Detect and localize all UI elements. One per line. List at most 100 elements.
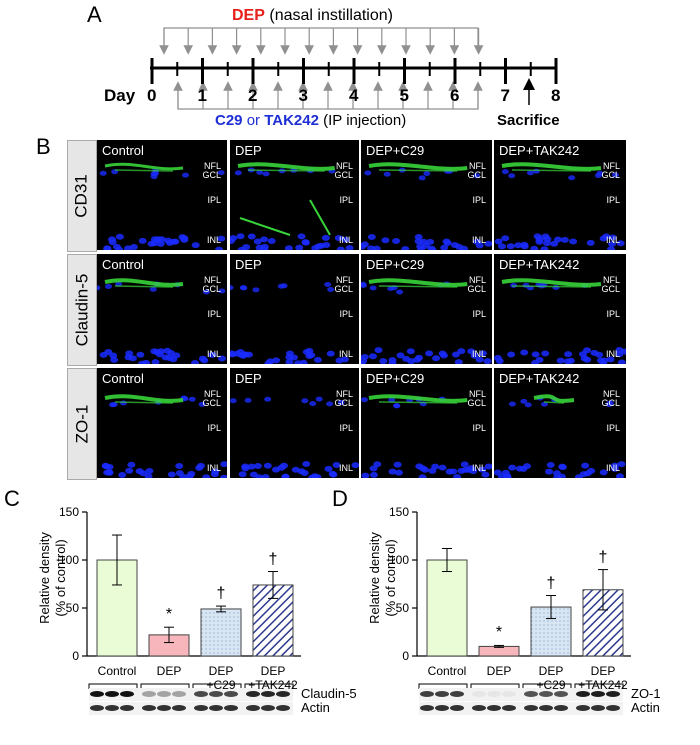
blot-band (120, 691, 134, 697)
y-tick-label: 50 (395, 601, 409, 615)
day-number: 5 (399, 86, 409, 105)
layer-label-ipl: IPL (207, 195, 221, 205)
category-label: DEP (156, 664, 182, 678)
layer-label-inl: INL (471, 235, 486, 245)
layer-label-inl: INL (338, 349, 353, 359)
layer-label-gcl: GCL (601, 170, 620, 180)
micrograph: DEP+C29 NFL GCL IPL INL (361, 140, 492, 250)
day-number: 2 (248, 86, 258, 105)
blot-band (194, 705, 208, 711)
category-label: DEP (486, 664, 512, 678)
layer-label-ipl: IPL (606, 195, 620, 205)
day-number: 8 (551, 86, 561, 105)
layer-label-inl: INL (605, 463, 620, 473)
day-number: 6 (450, 86, 460, 105)
layer-label-nfl: NFL (335, 275, 353, 285)
significance-mark: † (598, 548, 608, 566)
condition-label: DEP (235, 143, 262, 158)
blot-band (209, 705, 223, 711)
category-label: DEP +C29 (206, 664, 236, 692)
y-tick-label: 0 (402, 649, 409, 663)
blot-band (472, 705, 486, 711)
micrograph: Control NFL GCL IPL INL (97, 140, 227, 250)
layer-label-gcl: GCL (202, 170, 221, 180)
blot-band (539, 705, 553, 711)
layer-label-inl: INL (605, 235, 620, 245)
blot-band (502, 691, 516, 697)
condition-label: DEP+C29 (366, 371, 425, 386)
blot-band (420, 691, 434, 697)
micrograph: DEP+C29 NFL GCL IPL INL (361, 368, 492, 478)
day-number: 0 (147, 86, 157, 105)
layer-label-nfl: NFL (335, 161, 353, 171)
band-label: Actin (631, 700, 660, 715)
category-label: Control (97, 664, 137, 678)
dep-bracket (163, 27, 479, 52)
band-label: ZO-1 (631, 686, 661, 701)
significance-mark: † (546, 574, 556, 592)
drug-label: C29 or TAK242 (IP injection) (215, 112, 406, 129)
layer-label-inl: INL (338, 235, 353, 245)
y-tick-label: 100 (388, 553, 409, 567)
condition-label: DEP+C29 (366, 143, 425, 158)
drug2-label: TAK242 (264, 112, 319, 129)
significance-mark: † (216, 585, 226, 603)
layer-label-ipl: IPL (606, 423, 620, 433)
blot-band (172, 705, 186, 711)
blot-band (591, 705, 605, 711)
layer-label-gcl: GCL (334, 284, 353, 294)
blot-band (261, 691, 275, 697)
blot-band (576, 705, 590, 711)
layer-label-gcl: GCL (467, 170, 486, 180)
significance-mark: † (268, 550, 278, 568)
blot-band (524, 705, 538, 711)
dep-title: DEP (nasal instillation) (232, 7, 393, 25)
timeline (150, 27, 558, 110)
blot-band (157, 691, 171, 697)
panel-b-letter: B (36, 134, 51, 159)
panel-c-letter: C (4, 486, 20, 511)
category-label: DEP +C29 (536, 664, 566, 692)
blot-band (142, 691, 156, 697)
blot-strip (419, 688, 623, 701)
layer-label-gcl: GCL (601, 284, 620, 294)
blot-band (606, 705, 620, 711)
blot-band (554, 691, 568, 697)
drug1-label: C29 (215, 112, 243, 129)
layer-label-ipl: IPL (339, 309, 353, 319)
layer-label-inl: INL (471, 349, 486, 359)
layer-label-gcl: GCL (601, 398, 620, 408)
scale-bar (580, 478, 620, 481)
y-axis-label: Relative density (% of control) (367, 532, 398, 624)
blot-band (276, 691, 290, 697)
blot-band (450, 705, 464, 711)
stain-label: Claudin-5 (67, 254, 97, 366)
micrograph: DEP+C29 NFL GCL IPL INL (361, 254, 492, 364)
layer-label-nfl: NFL (602, 275, 620, 285)
y-tick-label: 100 (58, 553, 79, 567)
blot-band (276, 705, 290, 711)
bar (426, 559, 468, 657)
condition-label: DEP+TAK242 (499, 371, 580, 386)
blot-band (487, 705, 501, 711)
blot-strip (89, 688, 293, 701)
micrograph: Control NFL GCL IPL INL (97, 368, 227, 478)
significance-mark: * (495, 624, 503, 642)
blot-band (435, 705, 449, 711)
day-number: 1 (197, 86, 207, 105)
lane-bracket (470, 683, 520, 689)
layer-label-ipl: IPL (339, 195, 353, 205)
layer-label-nfl: NFL (468, 275, 486, 285)
blot-band (450, 691, 464, 697)
blot-band (487, 691, 501, 697)
blot-band (224, 691, 238, 697)
dep-arrows (159, 28, 484, 55)
blot-band (194, 691, 208, 697)
blot-strip (419, 702, 623, 715)
layer-label-inl: INL (471, 463, 486, 473)
layer-label-gcl: GCL (202, 284, 221, 294)
layer-label-nfl: NFL (468, 389, 486, 399)
panel-a-letter: A (87, 2, 102, 27)
day-number: 7 (500, 86, 510, 105)
condition-label: Control (102, 257, 144, 272)
